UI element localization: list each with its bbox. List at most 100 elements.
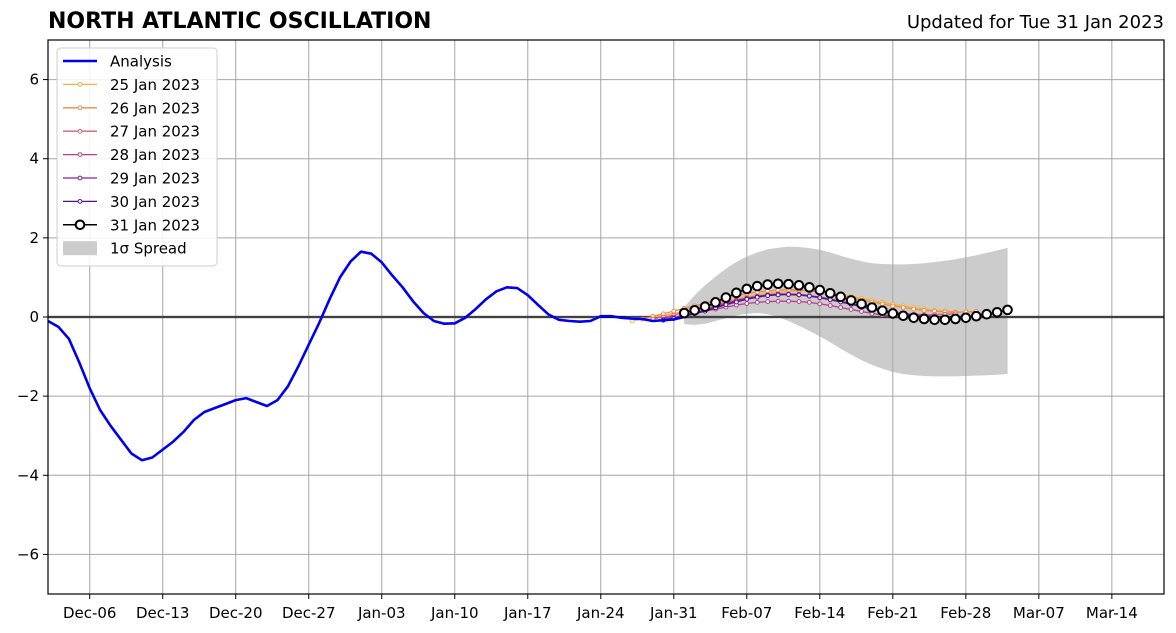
latest-forecast-point — [960, 312, 972, 324]
legend-label: 30 Jan 2023 — [110, 193, 200, 211]
latest-forecast-point — [929, 314, 940, 326]
spread-band — [684, 246, 1008, 377]
latest-forecast-point — [887, 308, 899, 319]
x-tick-label: Dec-06 — [63, 604, 117, 622]
latest-forecast-point — [720, 292, 732, 303]
legend-swatch-marker — [77, 105, 83, 111]
forecast-point — [859, 309, 864, 314]
latest-forecast-point — [772, 278, 784, 290]
forecast-point — [806, 293, 812, 299]
legend-entry: Analysis — [63, 53, 172, 71]
y-tick-label: −4 — [17, 466, 39, 484]
legend-label: 25 Jan 2023 — [110, 76, 200, 94]
legend-entry: 31 Jan 2023 — [63, 216, 200, 234]
forecast-point — [775, 298, 781, 304]
forecast-point — [723, 302, 729, 308]
forecast-point — [754, 294, 760, 300]
legend-swatch-marker — [77, 82, 83, 87]
legend-swatch-marker — [77, 175, 83, 181]
forecast-point — [786, 292, 791, 297]
latest-forecast-point — [981, 308, 992, 320]
y-tick-label: 6 — [29, 71, 39, 89]
latest-forecast-point — [731, 287, 742, 299]
series-layer — [47, 250, 1013, 462]
forecast-point — [848, 307, 854, 312]
legend-label: 28 Jan 2023 — [110, 146, 200, 164]
legend-entry: 27 Jan 2023 — [63, 123, 200, 141]
legend-label: 27 Jan 2023 — [110, 123, 200, 141]
x-tick-label: Dec-27 — [282, 604, 336, 622]
latest-forecast-point — [991, 306, 1003, 318]
x-tick-label: Jan-17 — [503, 604, 552, 622]
forecast-point — [817, 301, 823, 307]
forecast-point — [900, 305, 906, 310]
latest-forecast-point — [824, 287, 836, 299]
x-tick-label: Mar-07 — [1013, 604, 1065, 622]
forecast-point — [838, 305, 844, 310]
legend-box — [56, 47, 218, 267]
x-tick-label: Jan-10 — [430, 604, 479, 622]
legend-label: 29 Jan 2023 — [110, 170, 200, 188]
x-tick-label: Jan-03 — [357, 604, 406, 622]
forecast-point — [671, 308, 677, 314]
latest-forecast-point — [804, 282, 815, 293]
forecast-point — [817, 295, 823, 301]
y-tick-label: 2 — [29, 229, 39, 247]
forecast-point — [754, 299, 760, 305]
legend-swatch-marker — [77, 128, 83, 134]
latest-forecast-point — [1002, 304, 1013, 316]
y-tick-label: 0 — [29, 308, 39, 326]
x-tick-label: Jan-31 — [649, 604, 698, 622]
latest-forecast-point — [689, 304, 700, 316]
forecast-point — [879, 301, 885, 307]
forecast-point — [786, 298, 791, 304]
spread-layer — [684, 246, 1008, 377]
legend-label: 31 Jan 2023 — [110, 216, 200, 234]
chart-subtitle: Updated for Tue 31 Jan 2023 — [906, 12, 1164, 33]
forecast-point — [921, 307, 927, 313]
legend-entry: 26 Jan 2023 — [63, 99, 200, 117]
x-tick-label: Feb-14 — [794, 604, 845, 622]
legend-entry: 25 Jan 2023 — [63, 76, 200, 94]
latest-forecast-series — [678, 278, 1013, 326]
latest-forecast-point — [678, 307, 690, 319]
forecast-point — [775, 292, 781, 298]
x-tick-label: Feb-21 — [867, 604, 918, 622]
forecast-point — [733, 299, 739, 305]
latest-forecast-point — [751, 280, 763, 292]
latest-forecast-point — [877, 305, 888, 316]
legend-entry: 28 Jan 2023 — [63, 146, 200, 164]
x-tick-label: Mar-14 — [1086, 604, 1138, 622]
latest-forecast-point — [970, 310, 982, 322]
analysis-line — [47, 250, 685, 462]
latest-forecast-point — [897, 310, 909, 322]
forecast-point — [744, 296, 750, 302]
x-tick-label: Dec-20 — [209, 604, 263, 622]
x-tick-label: Jan-24 — [576, 604, 625, 622]
chart-title: NORTH ATLANTIC OSCILLATION — [48, 9, 432, 34]
latest-forecast-point — [783, 278, 794, 290]
latest-forecast-point — [866, 302, 878, 313]
y-tick-label: −6 — [17, 545, 39, 563]
legend: Analysis 25 Jan 2023 26 Jan 2023 27 Jan 202… — [56, 47, 218, 267]
forecast-point — [890, 303, 896, 309]
y-tick-label: −2 — [17, 387, 39, 405]
forecast-point — [744, 301, 750, 306]
legend-swatch-patch — [63, 241, 97, 256]
latest-forecast-point — [950, 313, 961, 325]
forecast-point — [765, 293, 771, 299]
latest-forecast-point — [699, 301, 711, 313]
legend-entry: 1σ Spread — [63, 240, 187, 258]
latest-forecast-point — [845, 295, 857, 306]
latest-forecast-point — [710, 297, 721, 308]
forecast-point — [806, 299, 812, 305]
legend-swatch-marker — [74, 219, 86, 231]
legend-entry: 29 Jan 2023 — [63, 170, 200, 188]
forecast-point — [765, 299, 771, 304]
latest-forecast-point — [814, 284, 826, 296]
x-tick-label: Feb-07 — [721, 604, 772, 622]
legend-label: Analysis — [110, 53, 172, 71]
legend-swatch-marker — [77, 199, 83, 204]
axis-layer: Dec-06 Dec-13 Dec-20 Dec-27 Jan-03 Jan-10 Jan-… — [17, 39, 1165, 622]
